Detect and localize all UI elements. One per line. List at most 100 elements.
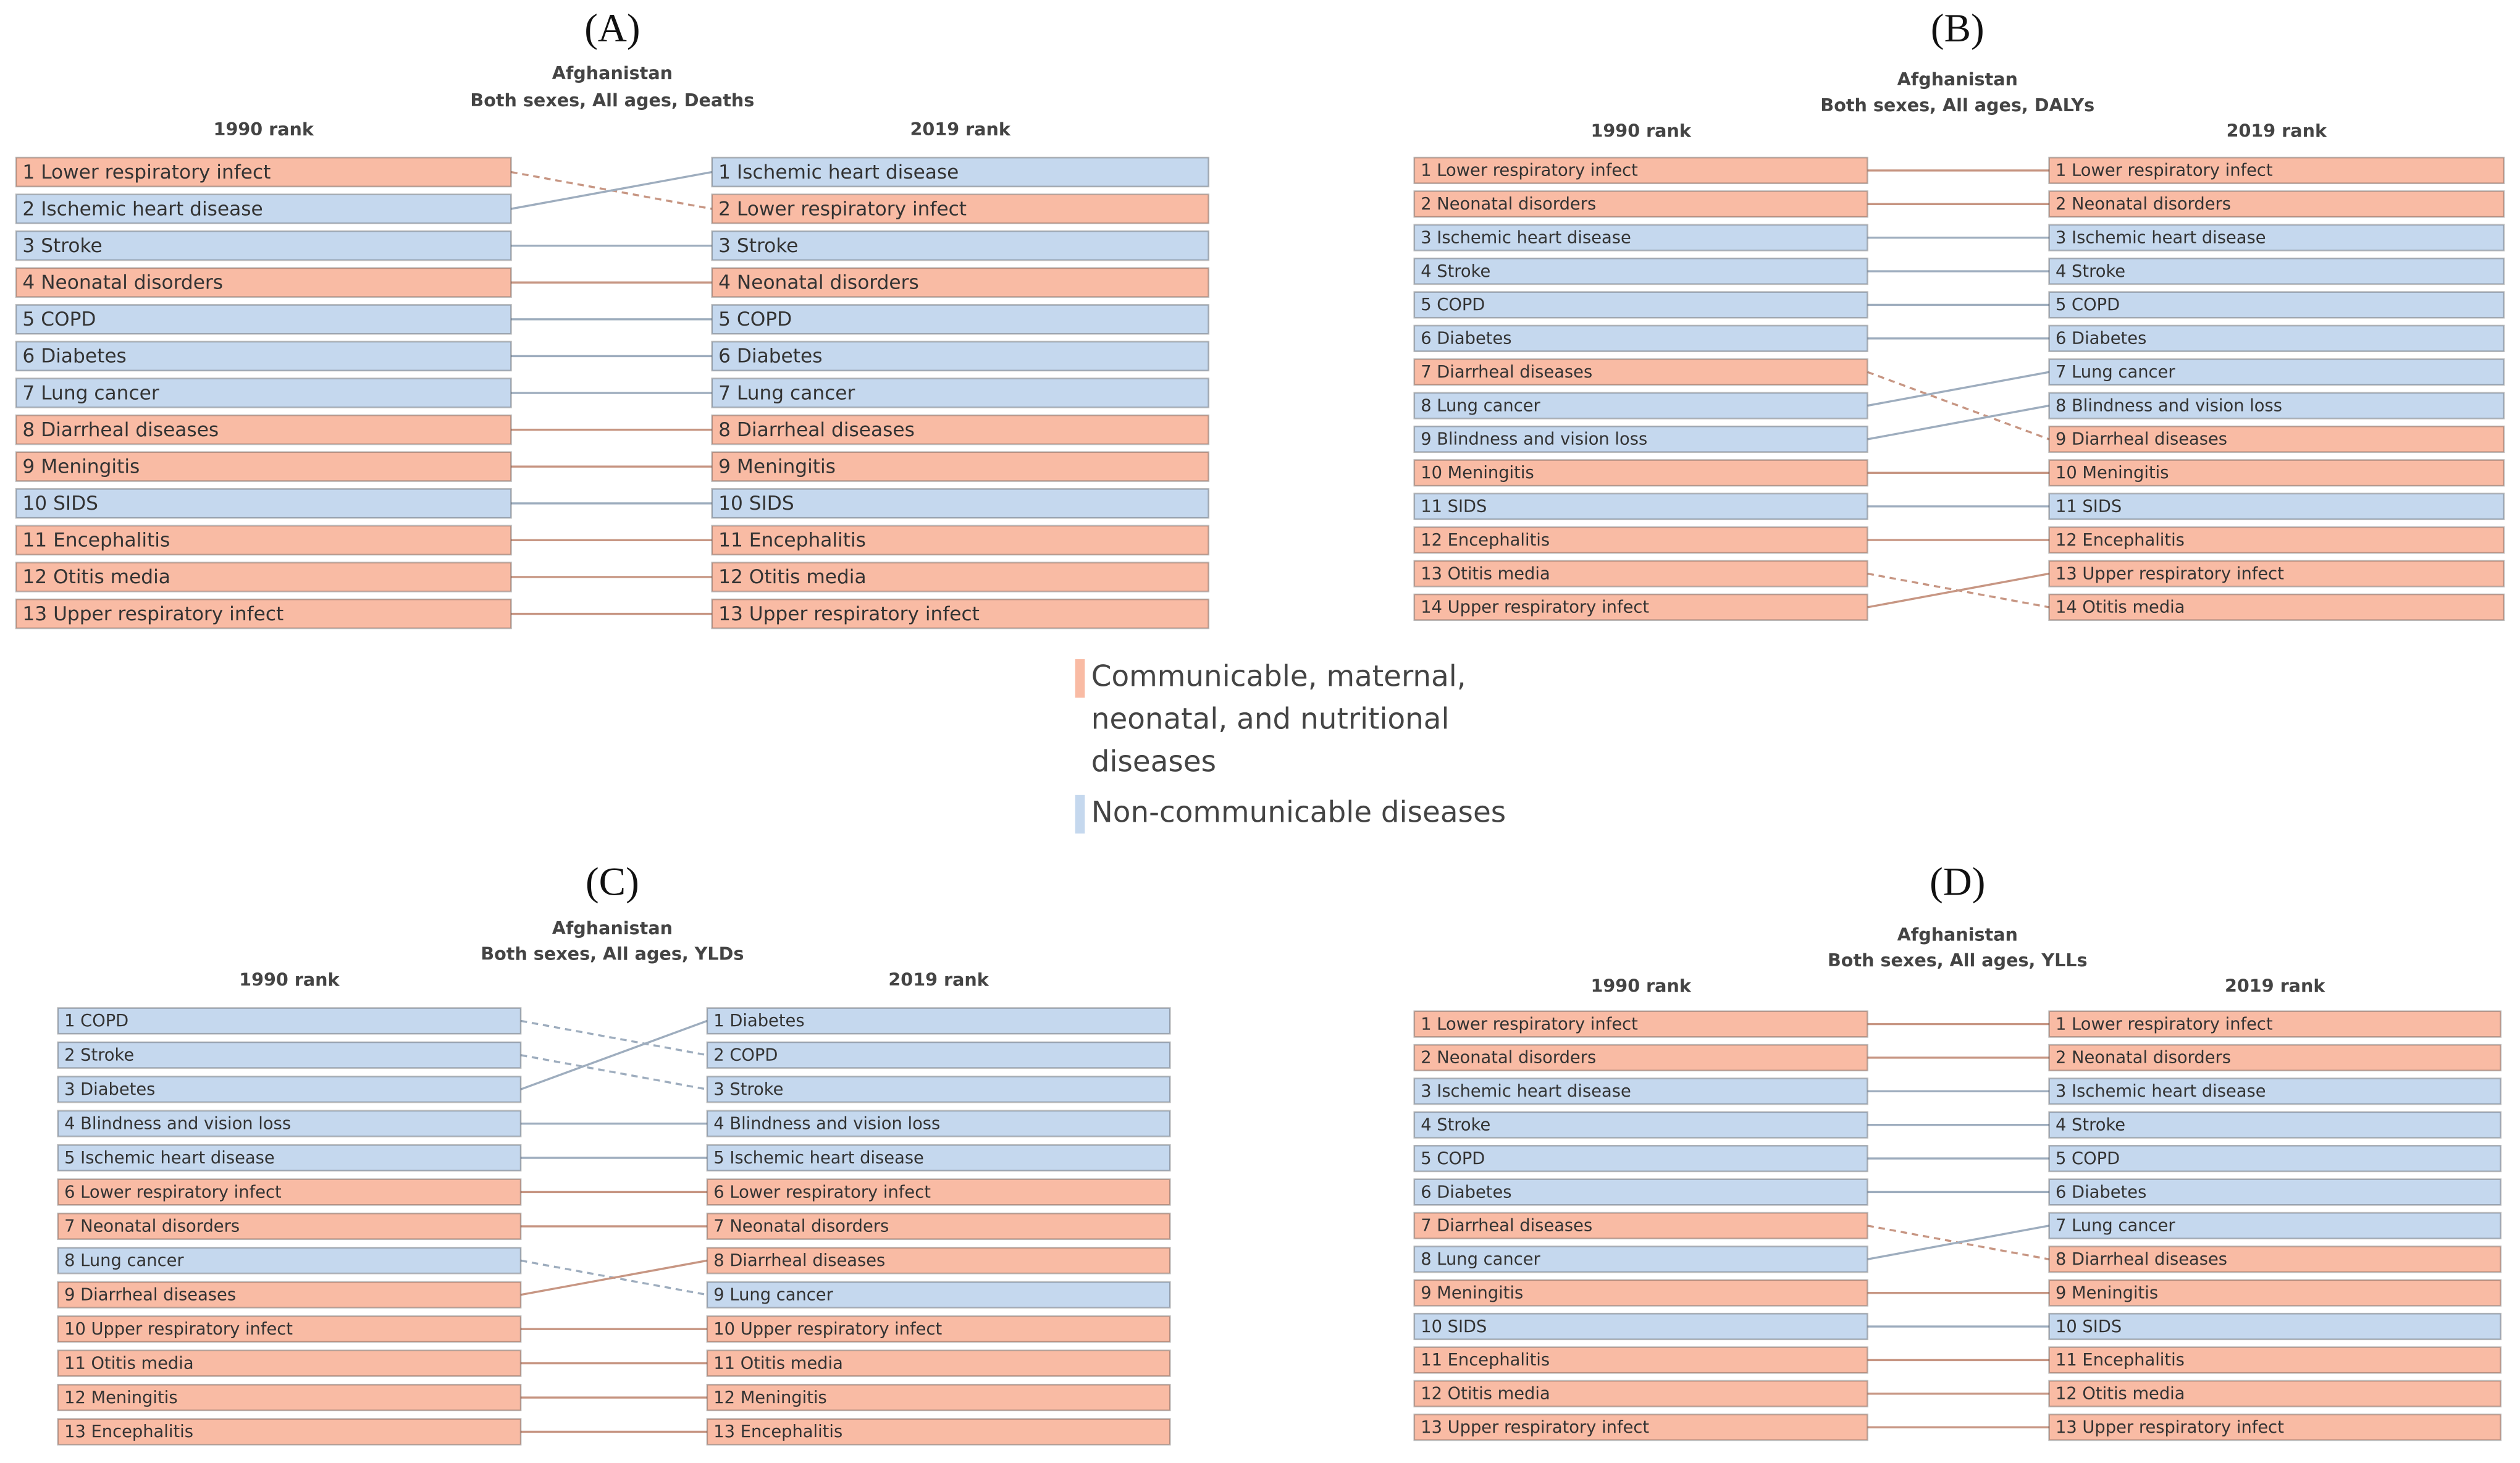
rank-box bbox=[2048, 425, 2505, 453]
rank-box bbox=[711, 562, 1210, 592]
rank-item: 5 COPD bbox=[2056, 1149, 2120, 1168]
rank-item: 5 Ischemic heart disease bbox=[713, 1149, 924, 1168]
rank-box bbox=[711, 377, 1210, 408]
rank-link bbox=[1867, 1225, 2049, 1260]
rank-item: 8 Lung cancer bbox=[64, 1251, 184, 1270]
rank-box bbox=[2048, 291, 2505, 319]
rank-box bbox=[2048, 560, 2505, 588]
rank-box bbox=[1413, 560, 1868, 588]
rank-box bbox=[15, 156, 512, 188]
rank-box bbox=[706, 1144, 1171, 1172]
rank-box bbox=[15, 414, 512, 445]
rank-item: 13 Encephalitis bbox=[64, 1422, 193, 1441]
rank-item: 12 Encephalitis bbox=[2056, 531, 2185, 550]
rank-box bbox=[1413, 492, 1868, 520]
rank-box bbox=[1413, 1043, 1868, 1072]
rank-box bbox=[1413, 459, 1868, 487]
rank-item: 7 Lung cancer bbox=[718, 382, 855, 404]
rank-item: 8 Diarrheal diseases bbox=[22, 419, 219, 441]
rank-item: 1 Lower respiratory infect bbox=[22, 161, 271, 183]
left-header: 1990 rank bbox=[1590, 976, 1691, 997]
rank-item: 4 Stroke bbox=[1421, 1116, 1490, 1135]
panel-label: (B) bbox=[1931, 6, 1984, 51]
rank-item: 10 SIDS bbox=[2056, 1317, 2122, 1336]
rank-item: 13 Upper respiratory infect bbox=[1421, 1418, 1649, 1437]
rank-item: 9 Meningitis bbox=[718, 455, 836, 478]
rank-item: 1 Diabetes bbox=[713, 1011, 804, 1031]
rank-box bbox=[57, 1383, 522, 1412]
rank-item: 9 Meningitis bbox=[1421, 1283, 1523, 1302]
rank-box bbox=[1413, 1077, 1868, 1105]
rank-item: 8 Diarrheal diseases bbox=[2056, 1250, 2227, 1269]
rank-box bbox=[711, 525, 1210, 556]
rank-box bbox=[711, 193, 1210, 224]
rank-box bbox=[1413, 1178, 1868, 1206]
rank-item: 9 Blindness and vision loss bbox=[1421, 430, 1647, 449]
rank-item: 13 Otitis media bbox=[1421, 564, 1550, 583]
panel-label: (A) bbox=[584, 6, 640, 51]
rank-item: 10 Upper respiratory infect bbox=[64, 1320, 293, 1339]
rank-box bbox=[15, 488, 512, 519]
rank-item: 7 Diarrheal diseases bbox=[1421, 363, 1592, 382]
rank-box bbox=[1413, 1346, 1868, 1374]
rank-item: 2 Stroke bbox=[64, 1046, 134, 1065]
rank-box bbox=[15, 340, 512, 372]
rank-box bbox=[711, 598, 1210, 630]
rank-box bbox=[2048, 190, 2505, 218]
rank-item: 4 Blindness and vision loss bbox=[713, 1114, 940, 1133]
rank-box bbox=[1413, 1380, 1868, 1407]
rank-item: 1 Lower respiratory infect bbox=[1421, 161, 1638, 180]
rank-item: 3 Ischemic heart disease bbox=[2056, 1082, 2266, 1101]
rank-link bbox=[520, 1019, 708, 1056]
rank-box bbox=[2048, 1010, 2502, 1038]
rank-item: 6 Diabetes bbox=[22, 345, 126, 368]
legend-text: neonatal, and nutritional bbox=[1091, 703, 1450, 736]
rank-item: 11 Encephalitis bbox=[718, 529, 866, 552]
rank-item: 4 Neonatal disorders bbox=[718, 272, 919, 294]
rank-box bbox=[1413, 1212, 1868, 1239]
right-header: 2019 rank bbox=[2227, 120, 2327, 141]
rank-box bbox=[2048, 1043, 2502, 1072]
rank-item: 10 Meningitis bbox=[2056, 463, 2169, 483]
rank-link bbox=[520, 1259, 708, 1296]
rank-box bbox=[15, 525, 512, 556]
panel-label: (C) bbox=[586, 860, 639, 904]
rank-box bbox=[57, 1110, 522, 1137]
panel-subtitle: Both sexes, All ages, YLDs bbox=[481, 943, 744, 964]
rank-box bbox=[711, 267, 1210, 298]
rank-item: 4 Stroke bbox=[2056, 262, 2125, 281]
rank-item: 5 COPD bbox=[718, 308, 792, 331]
rank-item: 10 SIDS bbox=[718, 492, 794, 515]
rank-box bbox=[2048, 224, 2505, 251]
rank-link bbox=[511, 171, 713, 210]
rank-box bbox=[1413, 1279, 1868, 1307]
rank-box bbox=[1413, 425, 1868, 453]
rank-item: 1 COPD bbox=[64, 1011, 128, 1031]
rank-box bbox=[706, 1041, 1171, 1069]
rank-item: 3 Ischemic heart disease bbox=[2056, 228, 2266, 247]
rank-box bbox=[57, 1281, 522, 1309]
rank-item: 8 Lung cancer bbox=[1421, 396, 1540, 415]
rank-box bbox=[57, 1007, 522, 1035]
rank-item: 7 Lung cancer bbox=[2056, 1216, 2175, 1236]
rank-item: 11 Otitis media bbox=[713, 1354, 843, 1373]
rank-item: 13 Upper respiratory infect bbox=[2056, 1418, 2284, 1437]
rank-item: 10 Meningitis bbox=[1421, 463, 1534, 483]
rank-box bbox=[2048, 1111, 2502, 1139]
rank-item: 3 Ischemic heart disease bbox=[1421, 1082, 1631, 1101]
legend-swatch bbox=[1075, 795, 1085, 834]
rank-item: 12 Otitis media bbox=[22, 566, 170, 588]
rank-box bbox=[15, 377, 512, 408]
rank-box bbox=[1413, 1414, 1868, 1441]
rank-item: 6 Diabetes bbox=[2056, 329, 2146, 348]
panel: (D) Afghanistan Both sexes, All ages, YLLs… bbox=[1413, 860, 2502, 1441]
rank-item: 1 Lower respiratory infect bbox=[2056, 1014, 2273, 1034]
rank-box bbox=[706, 1212, 1171, 1241]
rank-item: 6 Diabetes bbox=[718, 345, 822, 368]
legend-text: Communicable, maternal, bbox=[1091, 660, 1466, 694]
rank-item: 5 COPD bbox=[2056, 295, 2120, 314]
panel-label: (D) bbox=[1930, 860, 1985, 904]
rank-item: 13 Upper respiratory infect bbox=[718, 603, 980, 625]
panel-country: Afghanistan bbox=[552, 62, 673, 83]
panel-country: Afghanistan bbox=[1897, 69, 2018, 90]
